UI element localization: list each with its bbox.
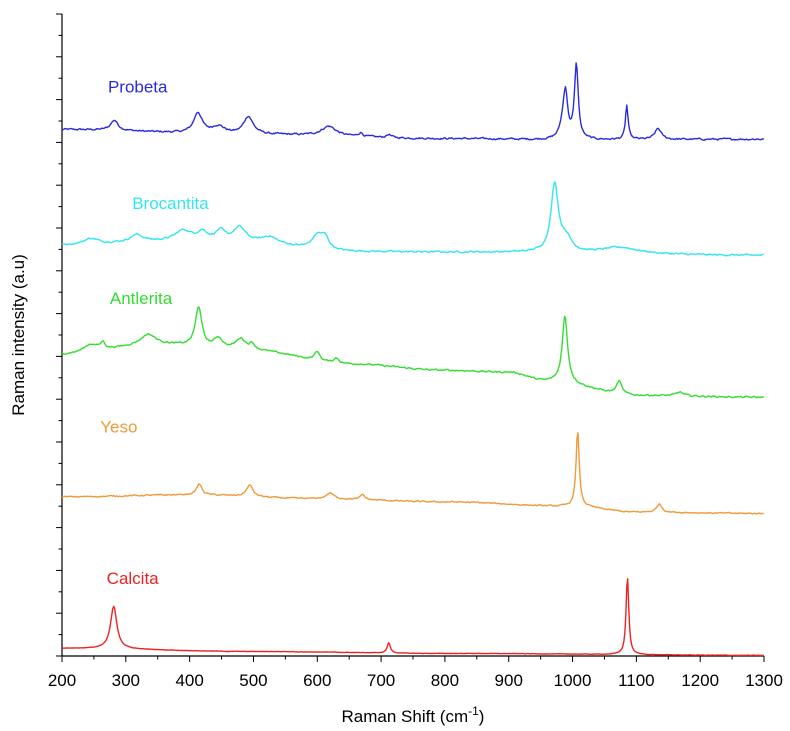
x-axis-ticks — [61, 656, 765, 662]
y-axis-ticks — [56, 13, 62, 657]
x-tick-label: 400 — [175, 671, 203, 690]
series-label-brocantita: Brocantita — [132, 194, 209, 213]
x-tick-label: 300 — [112, 671, 140, 690]
x-tick-label: 1100 — [618, 671, 655, 690]
x-axis-tick-labels: 200 300 400 500 600 700 800 900 1000 1100 1200 1300 — [48, 671, 783, 690]
series-line-brocantita — [61, 181, 764, 257]
y-axis-title: Raman intensity (a.u) — [9, 254, 28, 416]
x-tick-label: 1200 — [681, 671, 719, 690]
series-line-probeta — [61, 62, 765, 141]
x-tick-label: 600 — [303, 671, 331, 690]
series-label-probeta: Probeta — [108, 77, 168, 96]
series-label-yeso: Yeso — [100, 418, 137, 437]
series-labels: Probeta Brocantita Antlerita Yeso Calcita — [100, 77, 209, 588]
x-axis-title-superscript: -1 — [468, 704, 479, 718]
x-tick-label: 700 — [367, 671, 395, 690]
series-line-yeso — [61, 432, 765, 515]
series-line-antlerita — [61, 306, 765, 399]
series-line-calcita — [61, 578, 764, 657]
x-tick-label: 500 — [239, 671, 267, 690]
x-axis-title-suffix: ) — [479, 707, 485, 726]
series-label-calcita: Calcita — [107, 569, 160, 588]
x-tick-label: 900 — [495, 671, 523, 690]
x-axis-title-main: Raman Shift (cm — [342, 707, 469, 726]
x-tick-label: 1300 — [745, 671, 783, 690]
x-tick-label: 1000 — [554, 671, 592, 690]
plot-frame — [61, 14, 764, 657]
series-lines — [61, 62, 765, 657]
series-label-antlerita: Antlerita — [110, 289, 173, 308]
x-tick-label: 200 — [48, 671, 76, 690]
x-axis-title: Raman Shift (cm-1) — [342, 704, 485, 726]
x-tick-label: 800 — [431, 671, 459, 690]
